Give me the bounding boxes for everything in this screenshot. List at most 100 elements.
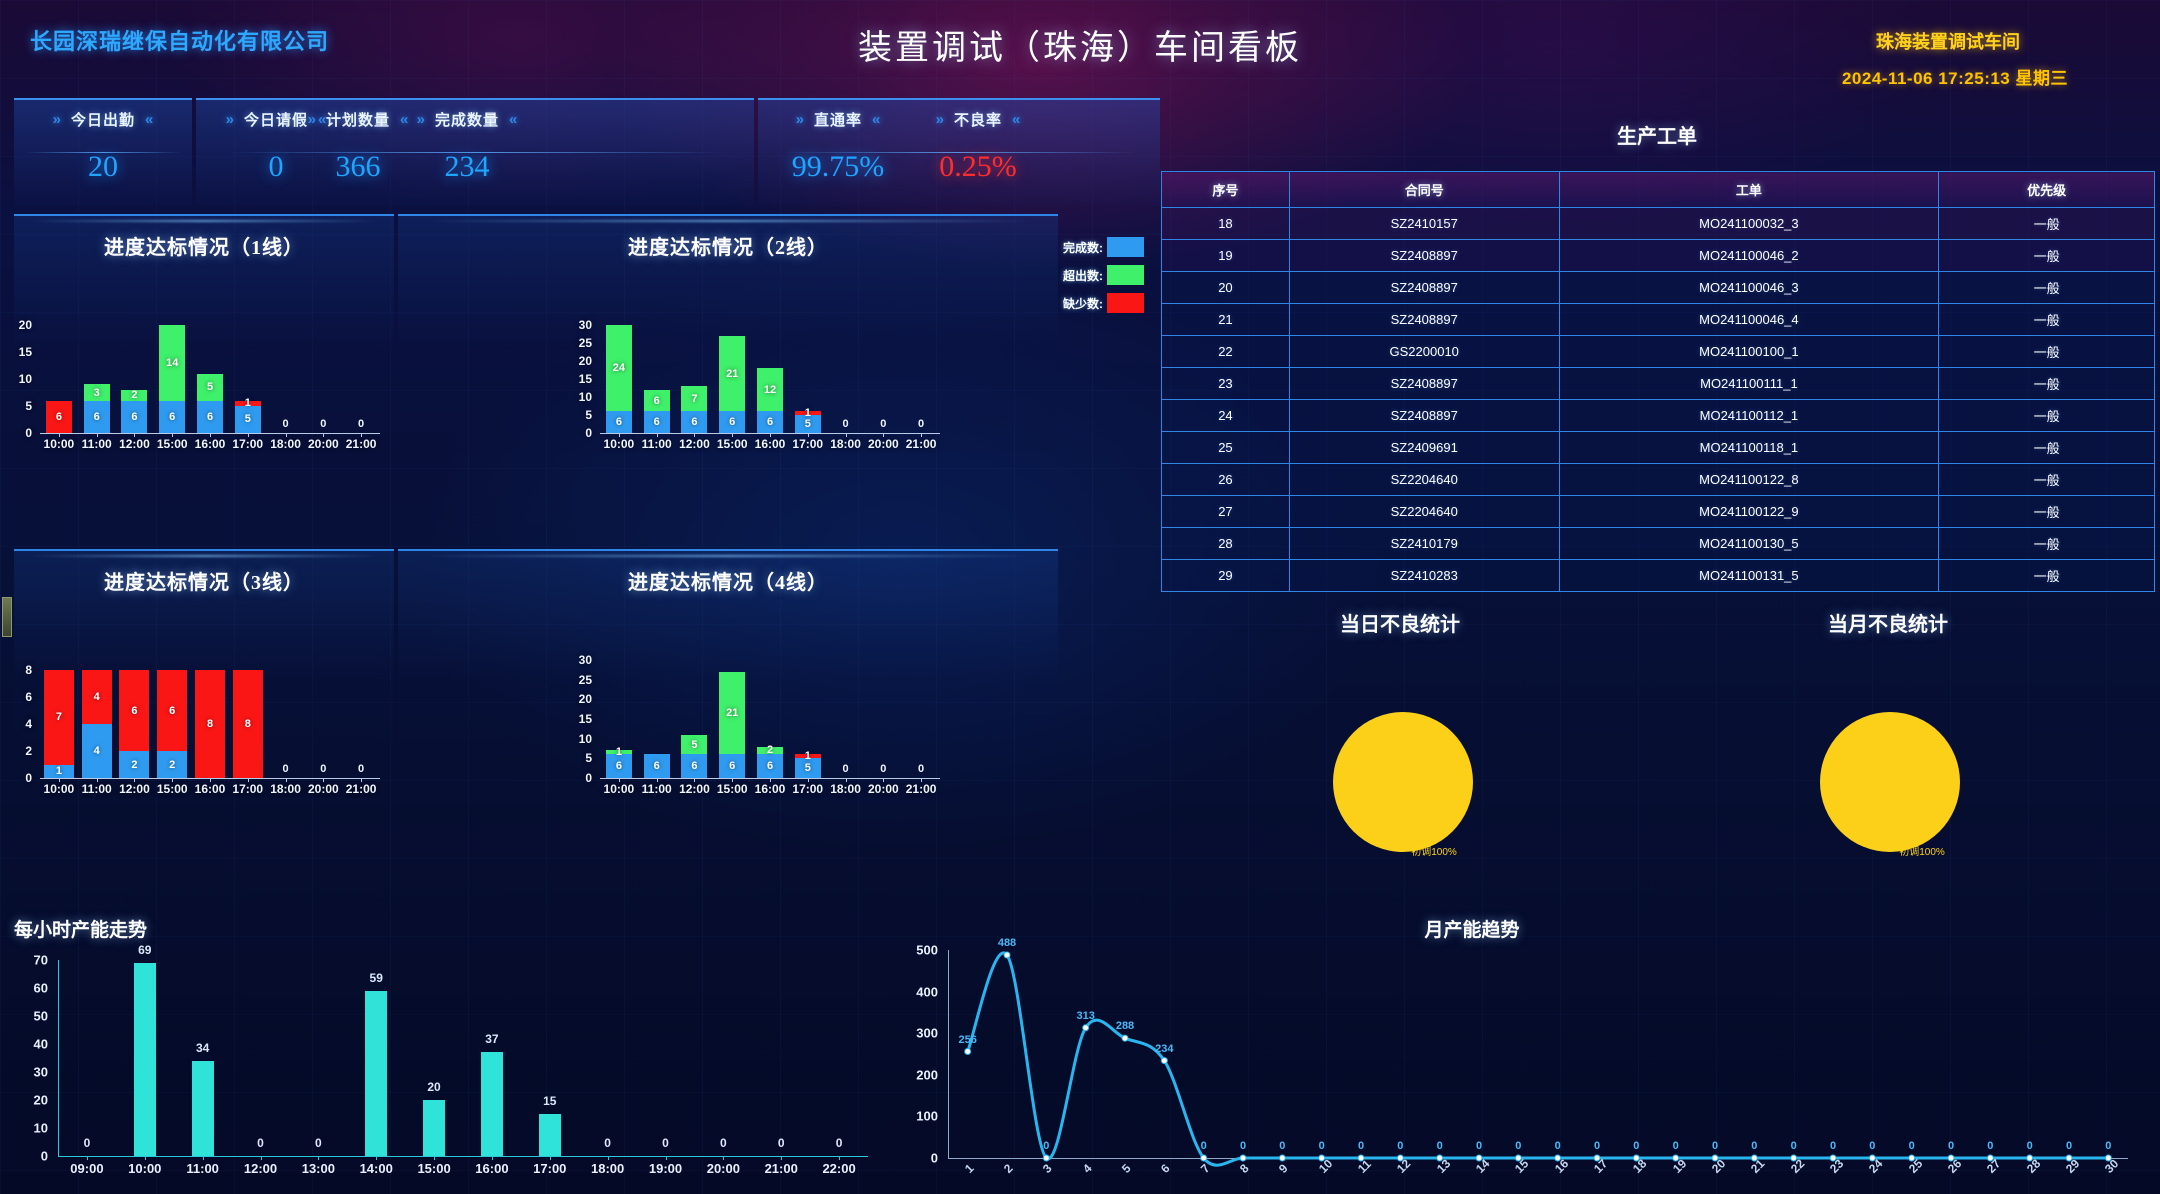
kpi-value-0: 20 bbox=[88, 150, 118, 183]
chevron-left-icon: « bbox=[1012, 111, 1021, 128]
table-cell-0: 28 bbox=[1161, 527, 1290, 560]
table-row[interactable]: 24 SZ2408897 MO241100112_1 一般 bbox=[1161, 399, 2155, 432]
bar-stack[interactable]: 6 bbox=[45, 400, 72, 433]
point-value-label: 0 bbox=[1987, 1140, 1994, 1152]
bar-stack[interactable]: 8 bbox=[195, 670, 225, 778]
scroll-handle[interactable] bbox=[2, 597, 12, 637]
bar[interactable] bbox=[423, 1100, 446, 1156]
bar-stack[interactable]: 6 21 bbox=[719, 335, 746, 433]
bar-segment-缺少数: 8 bbox=[232, 670, 263, 778]
point-value-label: 0 bbox=[1790, 1140, 1797, 1152]
x-tick: 12:00 bbox=[119, 782, 150, 796]
x-tickmark bbox=[96, 778, 98, 782]
bar-stack[interactable]: 6 12 bbox=[757, 368, 783, 433]
bar-value-label: 6 bbox=[169, 410, 176, 423]
point-value-label: 0 bbox=[1908, 1140, 1915, 1152]
bar-stack[interactable]: 6 14 bbox=[159, 325, 186, 433]
x-axis bbox=[58, 1156, 868, 1157]
y-tick: 0 bbox=[585, 426, 592, 440]
table-row[interactable]: 19 SZ2408897 MO241100046_2 一般 bbox=[1161, 239, 2155, 272]
bar[interactable] bbox=[133, 962, 156, 1156]
table-cell-1: SZ2409691 bbox=[1288, 431, 1560, 464]
bar-segment-完成数: 2 bbox=[119, 751, 150, 778]
bar-value-label: 15 bbox=[543, 1094, 557, 1108]
bar-stack[interactable]: 6 bbox=[643, 754, 670, 778]
y-tick: 4 bbox=[25, 717, 32, 731]
bar[interactable] bbox=[480, 1052, 503, 1156]
table-row[interactable]: 22 GS2200010 MO241100100_1 一般 bbox=[1161, 335, 2155, 368]
x-tick: 17:00 bbox=[533, 1161, 567, 1176]
table-row[interactable]: 18 SZ2410157 MO241100032_3 一般 bbox=[1161, 207, 2155, 240]
table-row[interactable]: 21 SZ2408897 MO241100046_4 一般 bbox=[1161, 303, 2155, 336]
bar-stack[interactable]: 8 bbox=[232, 670, 263, 778]
table-row[interactable]: 23 SZ2408897 MO241100111_1 一般 bbox=[1161, 367, 2155, 400]
table-row[interactable]: 20 SZ2408897 MO241100046_3 一般 bbox=[1161, 271, 2155, 304]
y-tick: 30 bbox=[578, 653, 592, 667]
x-tickmark bbox=[210, 433, 211, 437]
x-tickmark bbox=[285, 433, 287, 437]
x-tickmark bbox=[285, 778, 287, 782]
x-tickmark bbox=[134, 433, 136, 437]
bar[interactable] bbox=[538, 1114, 561, 1156]
bar-value-label: 69 bbox=[138, 942, 152, 957]
kpi-card-4: » 直通率 « 99.75% bbox=[758, 98, 918, 206]
table-row[interactable]: 27 SZ2204640 MO241100122_9 一般 bbox=[1161, 495, 2155, 528]
table-row[interactable]: 25 SZ2409691 MO241100118_1 一般 bbox=[1161, 431, 2155, 464]
bar-value-label: 59 bbox=[369, 970, 383, 985]
x-tickmark bbox=[732, 433, 734, 437]
kpi-card-3: » 完成数量 « 234 bbox=[378, 98, 556, 206]
point-value-label: 0 bbox=[1554, 1140, 1561, 1152]
bar-value-label: 7 bbox=[691, 392, 698, 405]
point-value-label: 313 bbox=[1076, 1009, 1095, 1022]
table-cell-1: GS2200010 bbox=[1288, 335, 1560, 368]
hourly-chart-title: 每小时产能走势 bbox=[14, 920, 148, 941]
x-tick: 21:00 bbox=[345, 782, 377, 796]
bar[interactable] bbox=[191, 1060, 214, 1156]
bar-value-label: 8 bbox=[244, 718, 251, 730]
bar[interactable] bbox=[365, 990, 388, 1156]
x-tickmark bbox=[549, 1156, 551, 1160]
x-tick: 18:00 bbox=[591, 1161, 625, 1176]
x-tickmark bbox=[361, 778, 363, 782]
table-row[interactable]: 28 SZ2410179 MO241100130_5 一般 bbox=[1161, 527, 2155, 560]
bar-value-label: 12 bbox=[763, 383, 777, 396]
x-tick: 15:00 bbox=[417, 1161, 451, 1176]
kpi-value-5: 0.25% bbox=[939, 150, 1017, 183]
y-tick: 15 bbox=[578, 372, 592, 386]
point-value-label: 288 bbox=[1115, 1020, 1135, 1033]
table-cell-0: 23 bbox=[1161, 367, 1290, 400]
bar-value-label: 5 bbox=[244, 413, 251, 426]
point-value-label: 0 bbox=[1279, 1140, 1286, 1152]
x-tickmark bbox=[86, 1156, 88, 1160]
bar-value-label: 0 bbox=[257, 1136, 264, 1150]
point-value-label: 256 bbox=[958, 1033, 977, 1046]
kpi-label-1: 今日请假 bbox=[243, 112, 308, 129]
table-cell-3: 一般 bbox=[1938, 271, 2155, 304]
table-row[interactable]: 29 SZ2410283 MO241100131_5 一般 bbox=[1161, 559, 2155, 592]
point-value-label: 0 bbox=[2026, 1140, 2033, 1152]
bar-stack[interactable]: 6 21 bbox=[719, 671, 746, 778]
bar-value-label: 6 bbox=[729, 416, 736, 429]
x-tick: 10:00 bbox=[43, 437, 75, 451]
table-col-header-1: 合同号 bbox=[1288, 171, 1560, 208]
zero-label: 0 bbox=[880, 418, 887, 430]
point-value-label: 234 bbox=[1155, 1042, 1174, 1055]
bar-stack[interactable]: 6 24 bbox=[605, 325, 632, 433]
table-row[interactable]: 26 SZ2204640 MO241100122_8 一般 bbox=[1161, 463, 2155, 496]
